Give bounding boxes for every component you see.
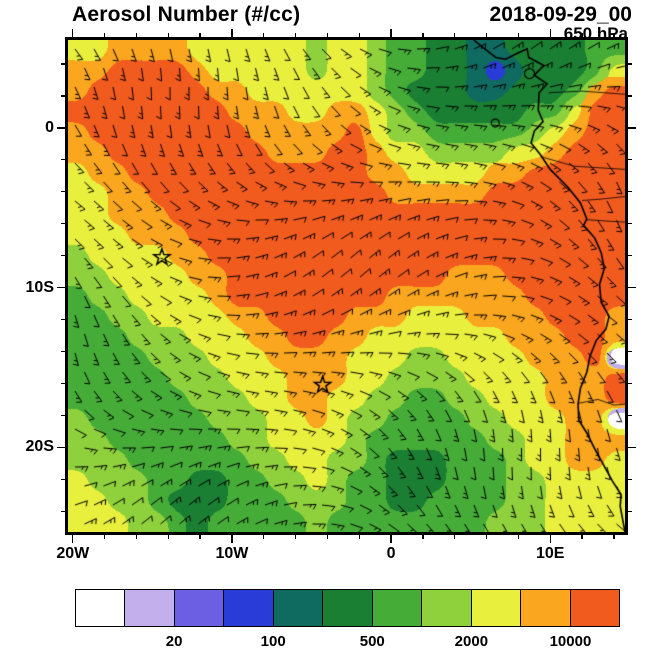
tick-mark [72, 535, 74, 543]
plot-datetime: 2018-09-29_00 [489, 3, 632, 26]
y-tick-label: 10S [25, 278, 54, 296]
x-tick-label: 10W [215, 545, 249, 562]
tick-mark [326, 535, 329, 539]
tick-mark [57, 286, 65, 289]
tick-mark [103, 535, 106, 539]
tick-mark [628, 414, 632, 417]
tick-mark [294, 33, 297, 37]
tick-mark [358, 33, 360, 37]
tick-mark [61, 510, 65, 512]
tick-mark [628, 350, 632, 353]
tick-mark [390, 535, 392, 543]
tick-mark [422, 535, 424, 539]
tick-mark [61, 382, 65, 385]
tick-mark [390, 29, 392, 37]
tick-mark [485, 535, 488, 539]
x-tick-label: 20W [56, 545, 90, 562]
x-tick-label: 0 [386, 545, 396, 562]
x-tick-label: 10E [535, 545, 565, 562]
tick-mark [135, 33, 138, 37]
tick-mark [454, 33, 456, 37]
colorbar-cell [521, 590, 571, 626]
tick-mark [628, 127, 636, 129]
colorbar-cell [76, 590, 126, 626]
colorbar-cell [323, 590, 373, 626]
tick-mark [422, 33, 424, 37]
tick-mark [326, 33, 329, 37]
tick-mark [61, 318, 65, 321]
colorbar-tick-label: 20 [165, 633, 183, 650]
tick-mark [61, 350, 65, 353]
tick-mark [199, 33, 201, 37]
tick-mark [61, 478, 65, 480]
map-plot-frame [65, 37, 628, 535]
tick-mark [61, 191, 65, 193]
colorbar-tick-label: 100 [260, 633, 286, 650]
colorbar-cell [372, 590, 423, 626]
tick-mark [613, 33, 615, 37]
tick-mark [61, 95, 65, 97]
tick-mark [57, 446, 65, 449]
tick-mark [517, 33, 520, 37]
colorbar-cell [125, 590, 175, 626]
tick-mark [628, 223, 632, 225]
tick-mark [167, 33, 169, 37]
tick-mark [454, 535, 456, 539]
tick-mark [628, 478, 632, 480]
colorbar [75, 589, 620, 627]
tick-mark [628, 510, 632, 512]
colorbar-cell [174, 590, 225, 626]
tick-mark [199, 535, 201, 539]
tick-mark [57, 127, 65, 129]
tick-mark [61, 414, 65, 417]
tick-mark [517, 535, 520, 539]
tick-mark [231, 535, 233, 543]
tick-mark [628, 446, 636, 449]
map-canvas [68, 40, 625, 532]
tick-mark [549, 29, 551, 37]
tick-mark [263, 535, 265, 539]
colorbar-cell [471, 590, 522, 626]
tick-mark [628, 95, 632, 97]
y-tick-label: 0 [45, 118, 54, 136]
tick-mark [167, 535, 169, 539]
tick-mark [135, 535, 138, 539]
colorbar-cell [422, 590, 472, 626]
tick-mark [485, 33, 488, 37]
tick-mark [628, 191, 632, 193]
tick-mark [613, 535, 615, 539]
tick-mark [628, 318, 632, 321]
tick-mark [628, 63, 632, 65]
tick-mark [294, 535, 297, 539]
tick-mark [231, 29, 233, 37]
colorbar-cell [570, 590, 619, 626]
tick-mark [103, 33, 106, 37]
colorbar-tick-label: 500 [359, 633, 385, 650]
tick-mark [628, 159, 632, 161]
tick-mark [263, 33, 265, 37]
tick-mark [628, 286, 636, 289]
tick-mark [61, 254, 65, 257]
tick-mark [581, 535, 583, 539]
colorbar-cell [273, 590, 324, 626]
tick-mark [358, 535, 360, 539]
tick-mark [581, 33, 583, 37]
tick-mark [61, 159, 65, 161]
tick-mark [628, 382, 632, 385]
colorbar-tick-label: 10000 [549, 633, 592, 650]
tick-mark [61, 223, 65, 225]
colorbar-tick-label: 2000 [454, 633, 489, 650]
tick-mark [72, 29, 74, 37]
plot-title: Aerosol Number (#/cc) [72, 3, 301, 26]
colorbar-cell [224, 590, 274, 626]
tick-mark [628, 254, 632, 257]
y-tick-label: 20S [25, 438, 54, 456]
tick-mark [61, 63, 65, 65]
tick-mark [549, 535, 551, 543]
